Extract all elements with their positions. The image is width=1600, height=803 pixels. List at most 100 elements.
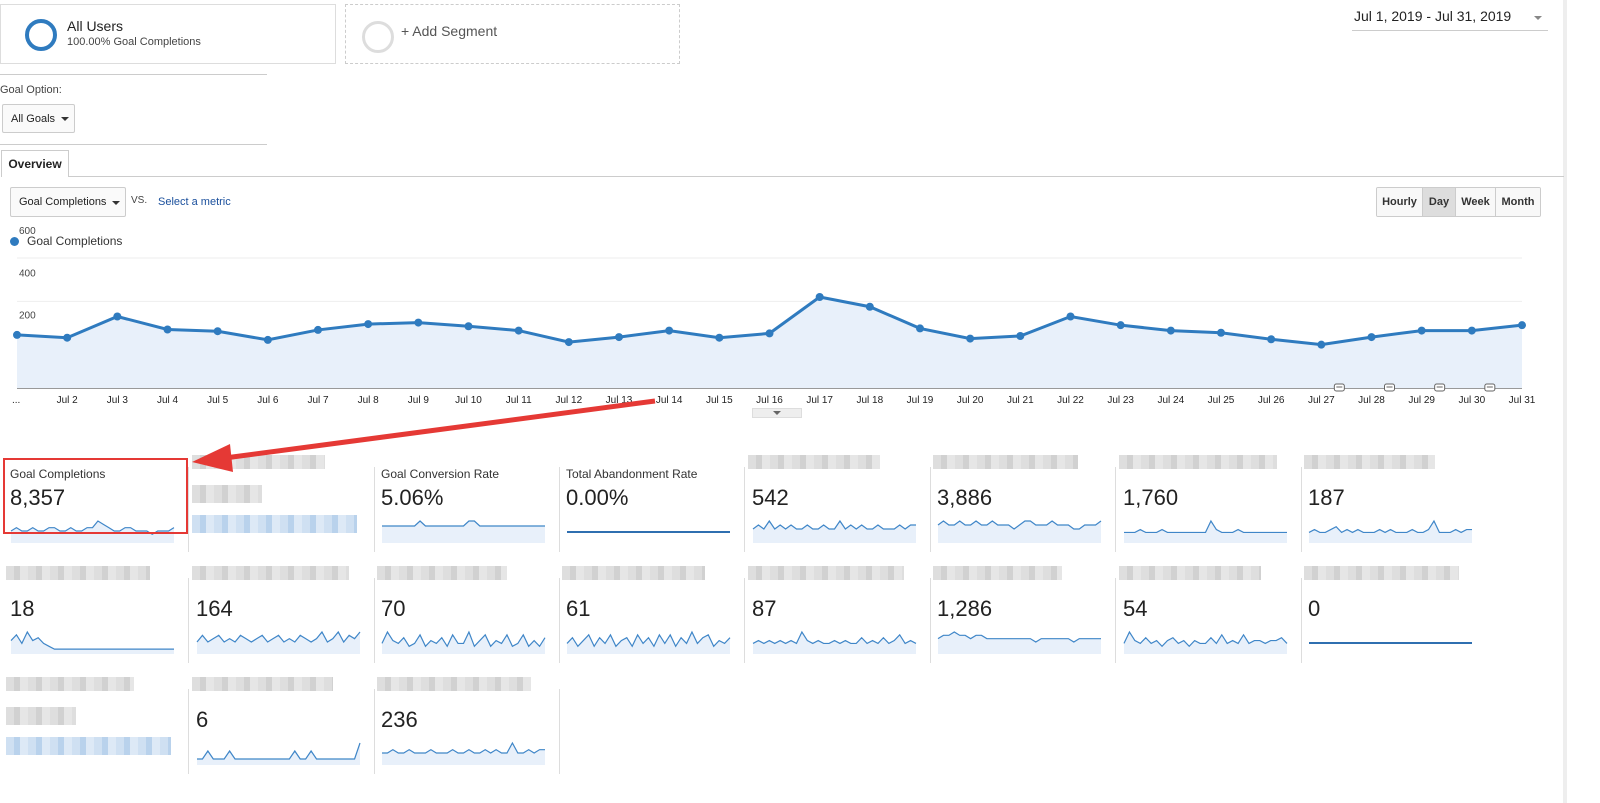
hourly-button[interactable]: Hourly [1377, 188, 1423, 216]
tab-overview[interactable]: Overview [1, 150, 69, 177]
scorecard-divider [1301, 467, 1302, 552]
tab-baseline [69, 176, 1564, 177]
scorecard-divider [188, 578, 189, 663]
y-tick-label: 400 [19, 268, 36, 279]
scorecard-tile[interactable]: 61 [560, 566, 745, 683]
chart-collapse-handle[interactable] [752, 408, 802, 418]
scorecard-tile[interactable]: 164 [190, 566, 375, 683]
day-button[interactable]: Day [1423, 188, 1456, 216]
annotation-icon[interactable] [1333, 383, 1345, 392]
data-point[interactable] [1217, 328, 1225, 337]
data-point[interactable] [1467, 326, 1476, 335]
data-point[interactable] [13, 330, 21, 339]
y-tick-label: 200 [19, 311, 36, 322]
scorecard-tile[interactable]: 54 [1117, 566, 1302, 683]
chevron-down-icon [773, 411, 781, 415]
data-point[interactable] [615, 333, 623, 342]
scorecard-tile[interactable]: 70 [375, 566, 560, 683]
data-point[interactable] [1016, 332, 1025, 340]
data-point[interactable] [1066, 312, 1075, 321]
annotation-icon[interactable] [1384, 383, 1395, 392]
scorecard-tile[interactable] [4, 677, 189, 794]
data-point[interactable] [113, 312, 122, 321]
scorecard-tile[interactable]: 236 [375, 677, 560, 794]
data-point[interactable] [1417, 326, 1426, 335]
divider [0, 74, 267, 75]
data-point[interactable] [263, 335, 272, 344]
data-point[interactable] [1367, 333, 1376, 342]
data-point[interactable] [364, 320, 373, 329]
scorecard-tile[interactable]: 6 [190, 677, 375, 794]
scorecard-divider [374, 578, 375, 663]
annotation-icon[interactable] [1434, 383, 1446, 392]
x-tick-label: Jul 30 [1458, 395, 1485, 406]
scorecard-sparkline [567, 531, 730, 533]
sparkline-area [1309, 521, 1472, 543]
scorecard-sparkline [1124, 519, 1287, 543]
data-point[interactable] [916, 324, 924, 333]
data-point[interactable] [464, 322, 473, 331]
scorecard-tile[interactable]: 3,886 [931, 455, 1116, 572]
scorecard-value: 5.06% [381, 485, 444, 510]
right-scrollbar[interactable] [1563, 0, 1567, 803]
scorecard-sparkline [382, 520, 545, 543]
add-segment-card[interactable]: + Add Segment [345, 4, 680, 64]
granularity-toggle: Hourly Day Week Month [1376, 187, 1541, 217]
data-point[interactable] [564, 338, 573, 347]
data-point[interactable] [1116, 321, 1125, 330]
scorecard-tile[interactable]: Goal Conversion Rate 5.06% [375, 467, 560, 572]
data-point[interactable] [1518, 321, 1526, 330]
scorecard-tile[interactable]: 542 [746, 455, 931, 572]
x-tick-label: Jul 16 [756, 395, 783, 406]
data-point[interactable] [765, 329, 774, 338]
data-point[interactable] [414, 318, 423, 327]
data-point[interactable] [163, 325, 172, 334]
goal-option-dropdown[interactable]: All Goals [2, 104, 75, 133]
segment-subtitle: 100.00% Goal Completions [67, 36, 201, 48]
data-point[interactable] [63, 333, 72, 342]
sparkline-area [753, 521, 916, 543]
month-button[interactable]: Month [1496, 188, 1540, 216]
scorecard-tile[interactable]: 1,760 [1117, 455, 1302, 572]
select-metric-link[interactable]: Select a metric [158, 196, 231, 208]
annotation-icon[interactable] [1484, 383, 1496, 392]
scorecard-tile[interactable]: 87 [746, 566, 931, 683]
x-tick-label: Jul 15 [706, 395, 733, 406]
scorecard-sparkline [197, 742, 361, 765]
data-point[interactable] [213, 327, 222, 336]
data-point[interactable] [715, 333, 724, 342]
x-tick-label: Jul 7 [307, 395, 329, 406]
sparkline-line [382, 520, 545, 527]
data-point[interactable] [514, 326, 523, 335]
x-tick-label: Jul 27 [1308, 395, 1335, 406]
scorecard-tile[interactable]: 18 [4, 566, 189, 683]
data-point[interactable] [1166, 326, 1175, 335]
scorecard-value: 187 [1308, 485, 1345, 510]
metric-dropdown[interactable]: Goal Completions [10, 187, 126, 217]
scorecard-tile[interactable]: 1,286 [931, 566, 1116, 683]
x-tick-label: ... [12, 395, 20, 406]
scorecard-divider [374, 467, 375, 552]
scorecard-label: Goal Conversion Rate [381, 467, 500, 481]
data-point[interactable] [1317, 340, 1326, 349]
data-point[interactable] [815, 293, 824, 301]
data-point[interactable] [966, 334, 975, 343]
data-point[interactable] [314, 325, 322, 334]
scorecard-tile[interactable]: 0 [1302, 566, 1487, 683]
data-point[interactable] [665, 326, 674, 335]
scorecard-divider [744, 467, 745, 552]
sparkline-area [753, 632, 916, 654]
data-point[interactable] [1267, 335, 1276, 344]
redacted-label [192, 677, 333, 691]
scorecard-tile[interactable]: 187 [1302, 455, 1487, 572]
week-button[interactable]: Week [1456, 188, 1496, 216]
segment-card-all-users[interactable]: All Users 100.00% Goal Completions [0, 4, 336, 64]
x-tick-label: Jul 3 [107, 395, 129, 406]
scorecard-tile[interactable]: Total Abandonment Rate 0.00% [560, 467, 745, 572]
x-tick-label: Jul 10 [455, 395, 482, 406]
scorecard-sparkline [1123, 630, 1288, 654]
vs-label: VS. [131, 195, 148, 206]
date-range-picker[interactable]: Jul 1, 2019 - Jul 31, 2019 [1352, 6, 1548, 31]
data-point[interactable] [865, 302, 874, 311]
scorecard-tile[interactable] [190, 455, 375, 572]
